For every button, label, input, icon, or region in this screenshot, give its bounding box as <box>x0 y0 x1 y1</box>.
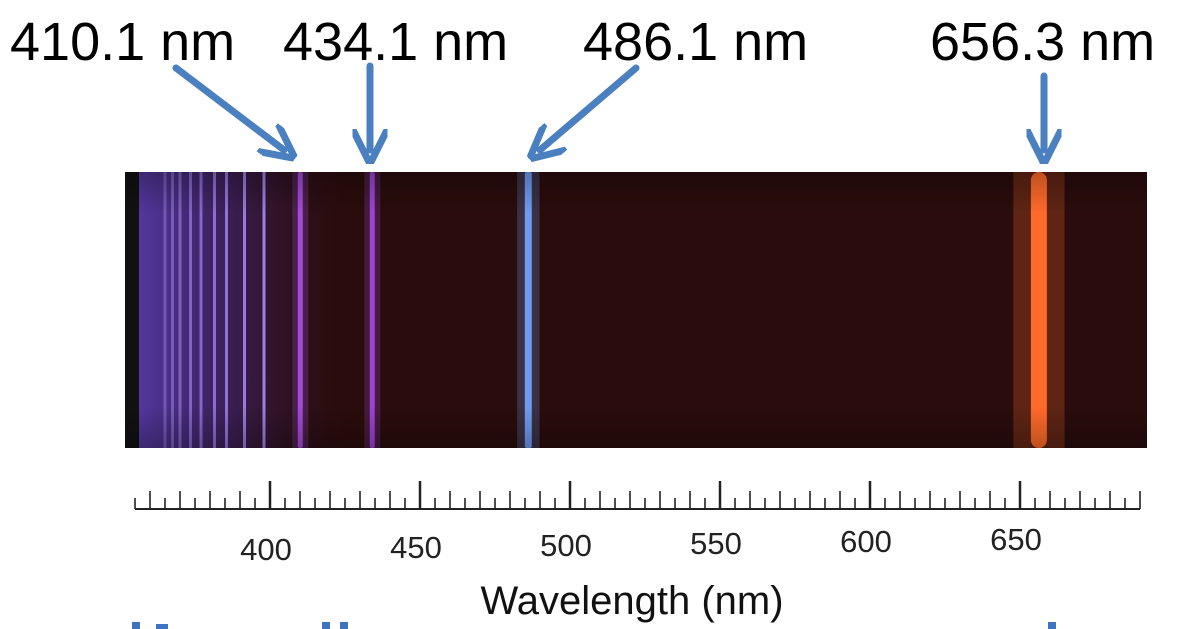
tick-label-550: 550 <box>690 526 742 561</box>
pointer-arrows <box>172 62 1044 150</box>
fragment-5 <box>1048 622 1056 629</box>
tick-label-400: 400 <box>240 532 292 567</box>
tick-label-500: 500 <box>540 528 592 563</box>
ruler-ticks <box>134 481 1141 509</box>
tick-label-650: 650 <box>990 522 1042 557</box>
band-shading <box>125 172 1147 448</box>
fragment-2 <box>156 624 168 629</box>
arrow-486 <box>540 64 640 150</box>
fragment-1 <box>132 622 140 629</box>
clipped-text-fragments <box>132 622 1056 629</box>
fragment-4 <box>340 622 348 629</box>
arrow-410 <box>172 64 284 150</box>
tick-label-450: 450 <box>390 530 442 565</box>
spectrum-band <box>125 172 1147 448</box>
wavelength-ruler: 400 450 500 550 600 650 Wavelength (nm) <box>134 481 1141 623</box>
axis-title: Wavelength (nm) <box>480 579 783 623</box>
label-434: 434.1 nm <box>283 12 508 72</box>
ruler-tick-labels: 400 450 500 550 600 650 <box>240 522 1042 567</box>
label-656: 656.3 nm <box>930 12 1155 72</box>
tick-label-600: 600 <box>840 524 892 559</box>
label-410: 410.1 nm <box>10 12 235 72</box>
fragment-3 <box>322 622 330 629</box>
line-labels: 410.1 nm 434.1 nm 486.1 nm 656.3 nm <box>10 12 1155 72</box>
label-486: 486.1 nm <box>583 12 808 72</box>
